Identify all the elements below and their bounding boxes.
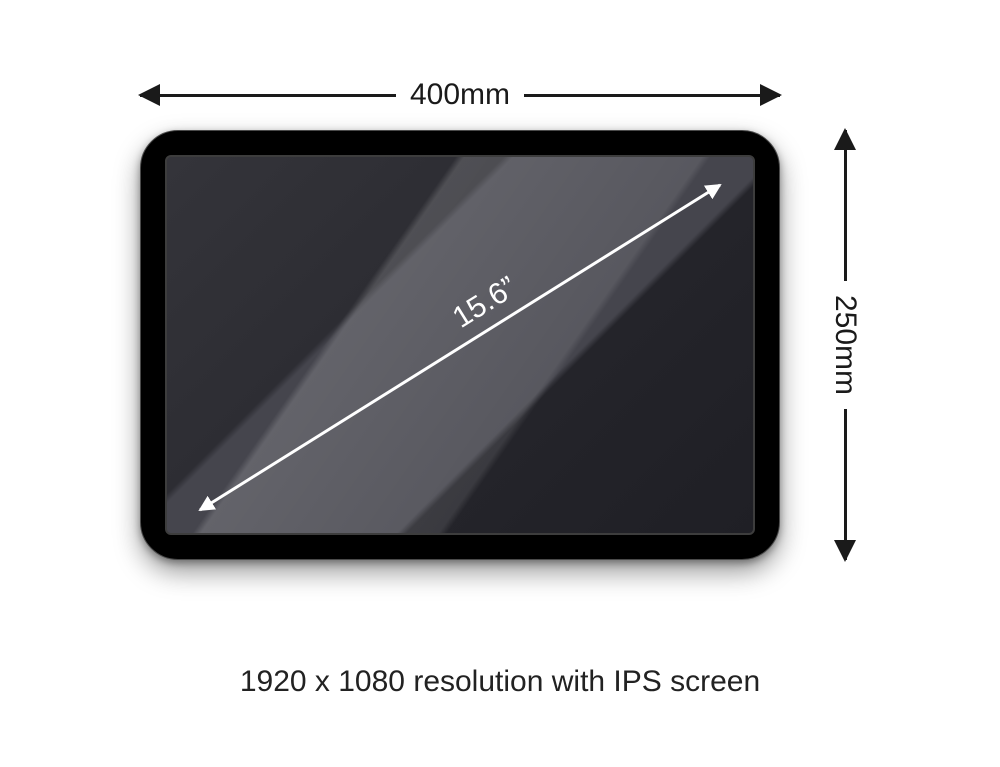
dimension-width-label: 400mm <box>396 78 524 112</box>
tablet-screen <box>165 155 755 535</box>
dimension-height-dash-bottom <box>844 409 847 560</box>
dimension-width-dash-right <box>524 94 780 97</box>
dimension-height: 250mm <box>826 130 864 560</box>
arrow-down-icon <box>834 540 856 562</box>
dimension-height-dash-top <box>844 130 847 281</box>
arrow-right-icon <box>760 84 782 106</box>
tablet-device <box>140 130 780 560</box>
resolution-caption: 1920 x 1080 resolution with IPS screen <box>0 665 1000 699</box>
arrow-left-icon <box>138 84 160 106</box>
dimension-width: 400mm <box>140 76 780 114</box>
diagram-stage: 400mm 250mm 15.6” 1920 x 1080 resolution… <box>0 0 1000 767</box>
dimension-width-dash-left <box>140 94 396 97</box>
arrow-up-icon <box>834 128 856 150</box>
screen-gloss <box>167 157 753 533</box>
dimension-height-label: 250mm <box>828 281 862 409</box>
